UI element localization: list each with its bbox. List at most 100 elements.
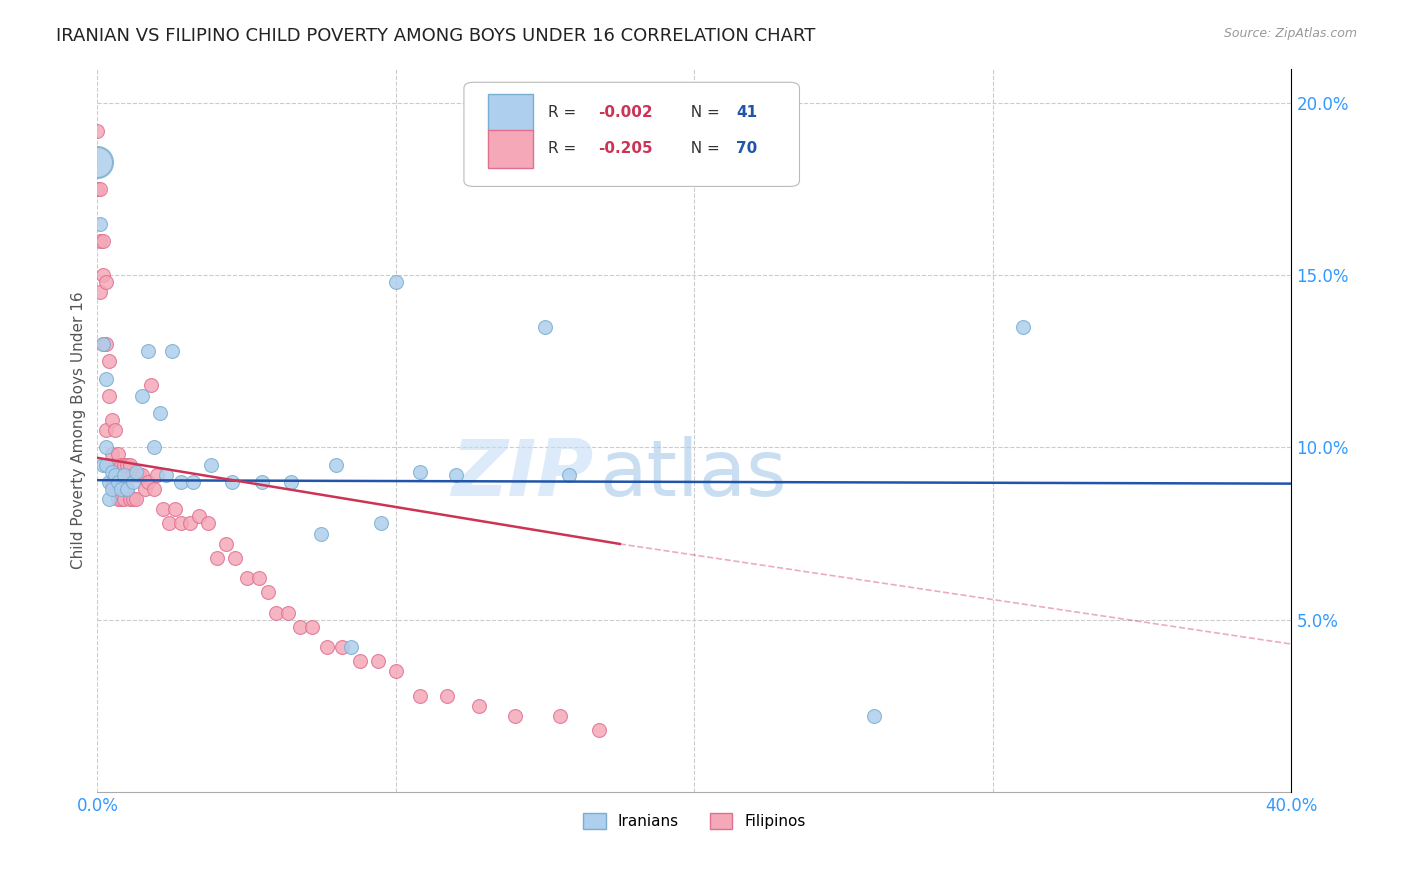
Text: N =: N = [682,105,725,120]
Point [146,468,169,483]
Point [316,640,339,655]
Point [122,468,145,483]
Point [107,447,129,461]
Point [89,234,111,248]
Point [101,447,124,461]
Point [221,475,243,489]
Point [125,468,148,483]
Point [98,458,121,472]
Point [160,344,183,359]
Point [112,492,135,507]
Point [120,492,142,507]
Text: IRANIAN VS FILIPINO CHILD POVERTY AMONG BOYS UNDER 16 CORRELATION CHART: IRANIAN VS FILIPINO CHILD POVERTY AMONG … [56,27,815,45]
Point [98,389,121,403]
Point [558,468,581,483]
Point [170,475,193,489]
Point [503,709,526,723]
Point [131,389,153,403]
Point [96,371,118,385]
Point [588,723,610,737]
Y-axis label: Child Poverty Among Boys Under 16: Child Poverty Among Boys Under 16 [72,292,86,569]
Point [277,606,299,620]
Point [86,123,108,137]
Point [104,482,127,496]
Point [96,275,118,289]
Point [1011,319,1033,334]
Point [128,468,150,483]
Point [409,689,432,703]
Point [200,458,222,472]
Point [101,475,124,489]
Point [96,337,118,351]
Point [96,423,118,437]
Legend: Iranians, Filipinos: Iranians, Filipinos [576,806,813,835]
Point [136,475,159,489]
Point [436,689,458,703]
Point [325,458,347,472]
Point [91,234,114,248]
Point [143,482,166,496]
Text: N =: N = [682,141,725,156]
Point [96,441,118,455]
Point [96,458,118,472]
Point [235,571,257,585]
Point [181,475,204,489]
Point [104,458,127,472]
Point [98,475,121,489]
Point [112,468,135,483]
Point [115,482,138,496]
Point [409,465,432,479]
Point [107,468,129,483]
Point [385,275,408,289]
Point [98,492,121,507]
Point [139,378,162,392]
Point [862,709,884,723]
Text: Source: ZipAtlas.com: Source: ZipAtlas.com [1223,27,1357,40]
Point [125,492,148,507]
Point [89,182,111,196]
Point [370,516,392,531]
Point [163,502,186,516]
Text: -0.205: -0.205 [598,141,652,156]
Point [280,475,302,489]
Point [136,344,159,359]
Point [98,354,121,368]
Point [179,516,201,531]
Point [101,482,124,496]
Point [125,465,148,479]
Point [157,516,180,531]
Point [91,337,114,351]
Point [205,550,228,565]
Point [134,482,156,496]
Point [385,665,408,679]
Point [107,475,129,489]
Point [155,468,177,483]
Point [301,619,323,633]
Point [309,526,332,541]
Text: ZIP: ZIP [451,435,593,512]
Point [86,154,108,169]
Point [112,458,135,472]
Point [548,709,571,723]
Text: 41: 41 [737,105,758,120]
Point [89,285,111,300]
Point [91,337,114,351]
Text: atlas: atlas [599,435,786,512]
Point [115,458,138,472]
Point [149,406,172,420]
Point [89,217,111,231]
Point [290,619,312,633]
Point [110,458,132,472]
Point [330,640,353,655]
Point [110,482,132,496]
Point [115,482,138,496]
Point [131,468,153,483]
Point [143,441,166,455]
Point [91,458,114,472]
Point [266,606,288,620]
Point [367,654,389,668]
Point [110,492,132,507]
Point [197,516,219,531]
Point [534,319,557,334]
Point [224,550,246,565]
